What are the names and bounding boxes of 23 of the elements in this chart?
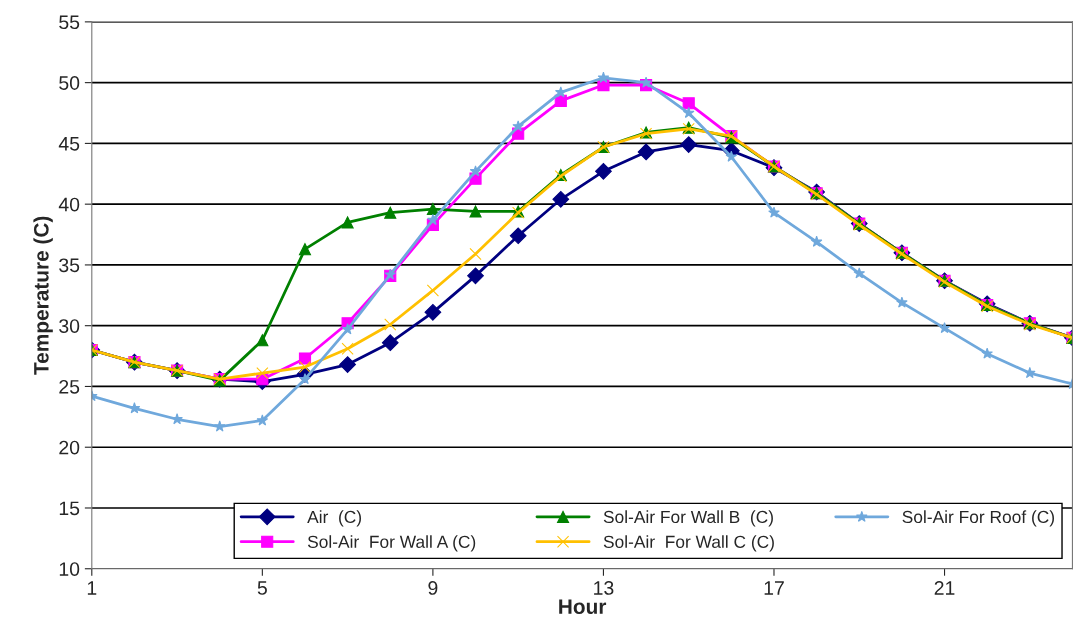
legend-label: Sol-Air For Wall B (C) — [603, 510, 773, 527]
y-tick-label: 25 — [59, 379, 80, 394]
x-tick-label: 21 — [934, 581, 955, 595]
y-tick-label: 15 — [59, 501, 80, 516]
y-tick-label: 20 — [59, 440, 80, 455]
x-tick-label: 1 — [87, 581, 97, 595]
y-tick-label: 40 — [58, 197, 80, 212]
x-axis-title: Hour — [559, 599, 607, 614]
y-tick-label: 50 — [59, 76, 80, 90]
x-tick-label: 9 — [428, 581, 438, 595]
y-tick-label: 10 — [59, 562, 80, 576]
legend-label: Sol-Air For Roof (C) — [902, 510, 1055, 527]
legend-label: Sol-Air For Wall C (C) — [603, 535, 774, 552]
y-tick-label: 30 — [59, 319, 80, 333]
legend-label: Air (C) — [307, 510, 362, 527]
x-tick-label: 5 — [257, 581, 267, 595]
y-tick-label: 45 — [58, 137, 80, 151]
x-tick-label: 13 — [594, 581, 614, 595]
x-tick-label: 17 — [764, 581, 784, 595]
y-tick-label: 35 — [59, 258, 80, 273]
y-axis-title: Temperature (C) — [33, 216, 53, 375]
y-tick-label: 55 — [59, 15, 80, 30]
legend-label: Sol-Air For Wall A (C) — [307, 535, 476, 552]
